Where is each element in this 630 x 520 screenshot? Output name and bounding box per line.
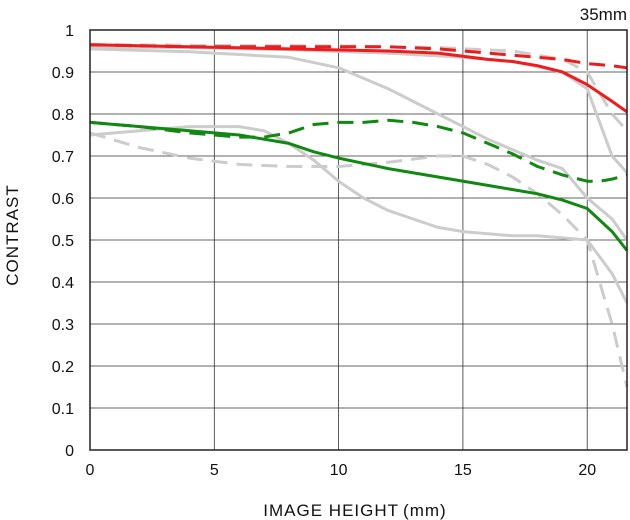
series-line-gray-solid — [89, 125, 629, 304]
series-line-gray-dashed — [89, 131, 629, 388]
plot-frame — [89, 29, 628, 451]
x-tick-label: 0 — [86, 462, 95, 479]
grid-lines — [89, 29, 627, 451]
y-tick-label: 0.7 — [52, 149, 74, 166]
y-tick-label: 0 — [65, 443, 74, 460]
x-tick-label: 5 — [210, 462, 219, 479]
series-line-red-dashed — [89, 43, 628, 70]
x-tick-label: 10 — [330, 462, 348, 479]
x-tick-label: 20 — [578, 462, 596, 479]
y-axis-title: CONTRAST — [3, 184, 22, 286]
x-axis-unit: (mm) — [403, 501, 447, 520]
y-tick-label: 0.4 — [52, 275, 74, 292]
y-tick-label: 0.8 — [52, 107, 74, 124]
series-line-red-solid — [89, 43, 628, 114]
y-tick-labels: 0 0.1 0.2 0.3 0.4 0.5 0.6 0.7 0.8 0.9 1 — [52, 23, 74, 460]
y-tick-label: 0.6 — [52, 191, 74, 208]
y-tick-label: 0.9 — [52, 65, 74, 82]
x-axis-title: IMAGE HEIGHT (mm) — [263, 501, 446, 520]
series-line-green-dashed — [89, 118, 628, 183]
series-line-green-solid — [89, 120, 629, 252]
y-tick-label: 0.3 — [52, 317, 74, 334]
y-tick-label: 0.1 — [52, 401, 74, 418]
y-tick-label: 0.2 — [52, 359, 74, 376]
x-tick-label: 15 — [454, 462, 472, 479]
chart-title: 35mm — [580, 5, 627, 24]
x-tick-labels: 0 5 10 15 20 — [86, 462, 597, 479]
series-layer — [89, 43, 629, 388]
y-tick-label: 0.5 — [52, 233, 74, 250]
x-axis-title-text: IMAGE HEIGHT — [263, 501, 399, 520]
y-tick-label: 1 — [65, 23, 74, 40]
series-line-gray-solid — [89, 47, 629, 241]
